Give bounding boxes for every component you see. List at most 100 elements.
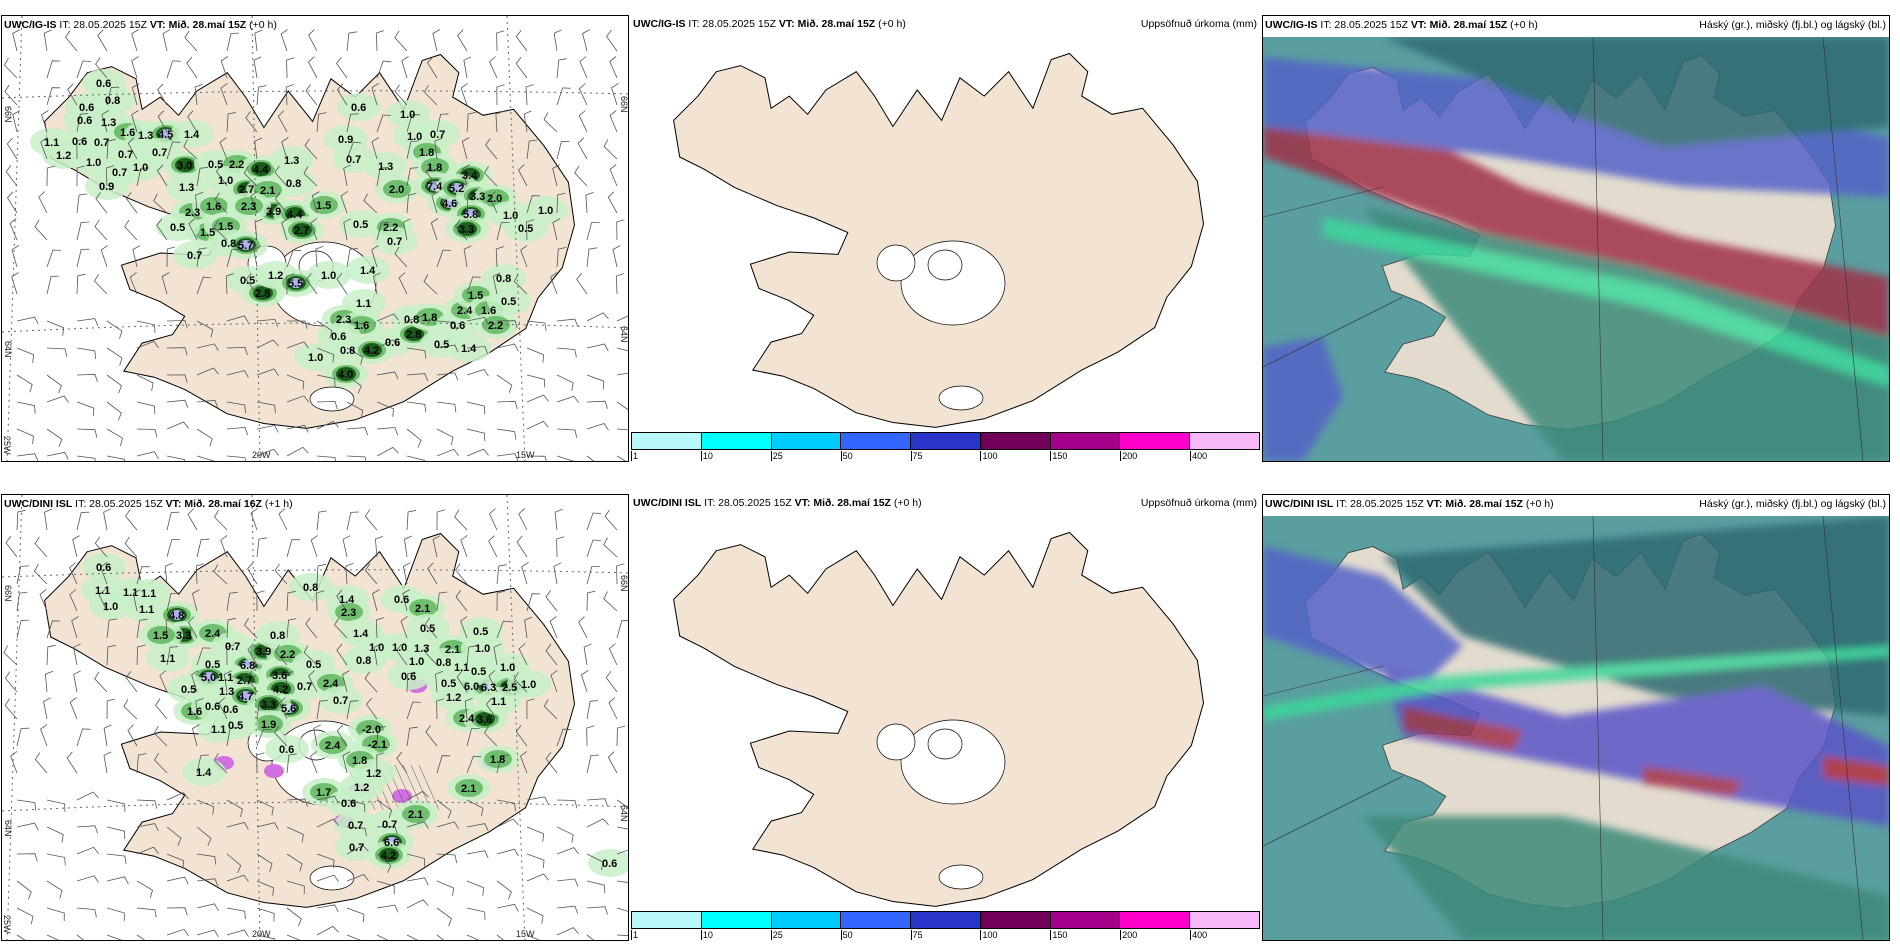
wind-barb [552,164,560,187]
precip-value-label: 0.8 [436,657,451,669]
precip-value-label: 0.6 [96,562,111,574]
precip-area-light [482,264,526,292]
wind-barb [76,248,90,268]
wind-barb [406,428,422,448]
precip-value-label: 1.1 [211,724,226,736]
wind-barb [219,137,228,160]
low-cloud-band [1263,97,1889,337]
lead-time: (+0 h) [878,18,906,30]
wind-barb [286,590,296,612]
wind-barb [456,670,468,693]
wind-barb [608,643,618,666]
lead-time: (+0 h) [249,19,277,31]
wind-barb [603,591,618,612]
lon-label-15w: 15W [516,929,535,939]
wind-barb [425,725,438,747]
wind-barb [136,934,146,940]
wind-barb [424,644,438,666]
wind-barb [406,373,429,382]
wind-barb [106,618,118,639]
precip-area-heavy [159,129,173,139]
colorbar-swatch [771,433,842,449]
wind-barb [43,29,52,52]
precip-value-label: 1.6 [187,706,202,718]
precip-value-label: 0.9 [338,134,353,146]
precip-area-dark [175,158,195,172]
wind-barb [436,113,449,133]
wind-barb [466,934,480,940]
wind-barb [136,880,153,899]
precip-value-label: 1.2 [56,150,71,162]
wind-barb [286,618,297,639]
precip-value-label: 4.8 [169,610,184,622]
wind-barb [76,791,99,801]
precip-value-label: 1.4 [360,265,376,277]
wind-barb [46,826,64,843]
mid-cloud-band [1263,57,1889,197]
wind-barb [308,56,318,79]
precip-value-label: 3.6 [477,714,492,726]
wind-barb [436,448,459,457]
wind-barb [520,751,528,774]
precip-area-light [364,152,408,180]
wind-barb [277,110,288,133]
colorbar-tick-label: 200 [1120,930,1138,940]
wind-barb [466,728,480,747]
wind-barb [166,246,176,268]
colorbar-swatch [980,433,1051,449]
wind-barb [316,925,339,936]
precip-area-heavy [239,240,253,250]
wind-barb [256,339,279,349]
wind-barb [154,752,168,774]
wind-barb [316,112,327,133]
wind-barb [406,853,425,867]
wind-barb [76,455,96,461]
wind-barb [556,140,570,160]
wind-barb [342,751,351,774]
wind-barb [76,273,86,295]
lead-time: (+0 h) [893,497,922,509]
wind-barb [576,272,588,295]
wind-barb [346,374,362,394]
wind-barb [166,907,188,916]
precip-colorbar-bottom: 1 10 25 50 75 100 150 200 400 [631,911,1260,941]
wind-barb [274,192,288,214]
wind-barb [364,671,378,693]
wind-barb [552,218,561,241]
precip-value-label: 0.7 [112,167,127,179]
wind-barb [611,83,619,106]
wind-barb [16,727,30,747]
wind-barb [363,193,378,214]
precip-value-label: 1.0 [308,352,323,364]
wind-barb [71,616,79,639]
accumulated-precip-map-bottom: UWC/DINI ISL IT: 28.05.2025 15Z VT: Mið.… [631,494,1260,941]
wind-barb [196,799,215,815]
wind-barb [46,249,61,268]
wind-barb [526,455,547,461]
low-cloud-band [1403,706,1523,751]
wind-barb [316,563,326,585]
wind-barb [398,272,408,295]
precip-value-label: 0.5 [205,659,220,671]
precip-area-dark [253,286,273,300]
wind-barb [605,671,618,693]
wind-barb [162,29,171,52]
wind-barb [586,754,600,774]
wind-barb [213,564,228,585]
wind-barb [4,57,18,79]
wind-barb [466,316,489,325]
lat-label-66n-right: 66N [619,96,629,113]
panel-title: UWC/DINI ISL IT: 28.05.2025 15Z VT: Mið.… [633,497,922,509]
wind-barb [245,273,258,295]
wind-barb [372,589,380,612]
wind-barb [103,508,111,531]
wind-barb [496,84,505,106]
wind-barb [220,56,229,79]
wind-barb [488,670,498,693]
wind-barb [4,671,18,693]
wind-barb [166,421,189,430]
cloud-layers [1263,516,1889,940]
wind-barb [313,724,322,747]
wind-barb [311,191,320,214]
wind-barb [124,536,138,558]
